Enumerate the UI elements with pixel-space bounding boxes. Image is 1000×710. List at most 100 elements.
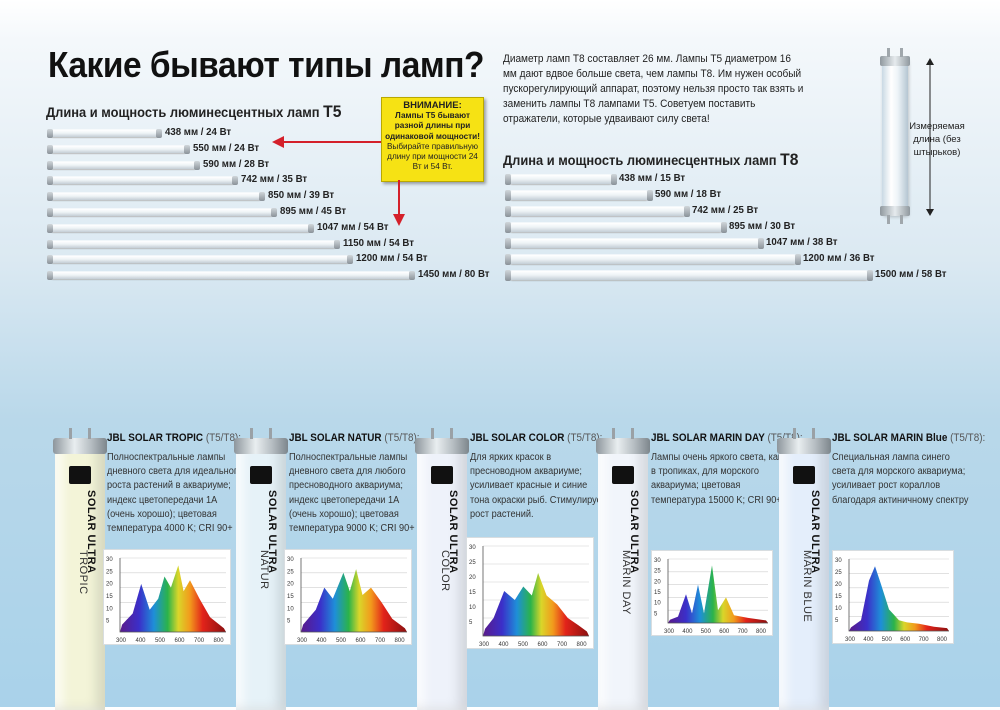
spectrum-y-tick: 5 [654, 611, 658, 617]
t8-lamp-tube [505, 222, 727, 233]
spectrum-y-tick: 20 [106, 582, 113, 588]
arrow-left-icon [272, 136, 284, 148]
t8-lamp-tube [505, 174, 617, 185]
lamp-cap [777, 438, 831, 454]
lamp-glass [236, 440, 286, 710]
measure-arrow-icon [926, 58, 934, 216]
lamp-pin [793, 428, 796, 439]
t5-lamp-label: 850 мм / 39 Вт [268, 189, 335, 202]
spectrum-x-tick: 400 [863, 637, 874, 643]
spectrum-x-tick: 600 [719, 629, 730, 635]
spectrum-x-tick: 500 [701, 629, 712, 635]
t5-lamp-tube [46, 192, 266, 202]
spectrum-y-tick: 10 [654, 601, 661, 607]
spectrum-y-tick: 5 [106, 619, 110, 625]
t5-lamp-tube [46, 176, 239, 186]
spectrum-y-tick: 20 [287, 582, 294, 588]
lamp-glass [55, 440, 105, 710]
lamp-name-text: TROPIC [77, 550, 89, 595]
t5-lamp-tube [46, 239, 341, 249]
spectrum-y-tick: 5 [835, 618, 839, 624]
spectrum-y-tick: 30 [287, 557, 294, 563]
lamp-cap [234, 438, 288, 454]
product-type: (T5/T8): [205, 432, 242, 444]
product-description: Полноспектральные лампы дневного света д… [289, 452, 415, 535]
spectrum-x-tick: 500 [882, 637, 893, 643]
lamp-brand-text: SOLAR ULTRA [447, 490, 459, 574]
spectrum-y-tick: 10 [469, 605, 476, 611]
t5-lamp-label: 438 мм / 24 Вт [165, 126, 232, 138]
t8-lamp-tube [504, 190, 654, 201]
lamp-pin [812, 428, 815, 439]
page-title: Какие бывают типы ламп? [48, 44, 484, 85]
lamp-pin [69, 428, 72, 439]
jbl-logo-icon [431, 466, 453, 484]
lamp-pin [631, 428, 634, 439]
t5-lamp-label: 1047 мм / 54 Вт [317, 220, 389, 233]
t8-lamp-tube [505, 270, 873, 281]
t5-lamp-tube [46, 223, 315, 233]
t8-lamp-label: 1200 мм / 36 Вт [802, 252, 875, 264]
lamp-pin [450, 428, 453, 439]
lamp-cap [596, 438, 650, 454]
lamp-pin [269, 428, 272, 439]
spectrum-y-tick: 10 [106, 606, 113, 612]
spectrum-x-tick: 800 [214, 638, 225, 644]
spectrum-y-tick: 15 [287, 594, 294, 600]
measure-lamp-pin [887, 48, 890, 57]
t5-lamp-label: 1200 мм / 54 Вт [355, 252, 428, 265]
lamp-glass [598, 440, 648, 710]
spectrum-chart: 30 25 20 15 10 5 300 400 500 600 700 800 [284, 549, 412, 645]
measure-caption: Измеряемая длина (без штырьков) [909, 121, 965, 158]
product-description: Лампы очень яркого света, как в тропиках… [651, 452, 782, 506]
t8-lamp-label: 1047 мм / 38 Вт [765, 236, 838, 248]
spectrum-x-tick: 800 [395, 638, 406, 644]
t8-lamp-label: 1500 мм / 58 Вт [875, 268, 947, 280]
lamp-name-text: MARIN BLUE [801, 550, 813, 623]
t8-lamp-tube [505, 254, 801, 265]
t5-heading-code: T5 [323, 102, 342, 121]
lamp-brand-text: SOLAR ULTRA [809, 490, 821, 574]
t8-lamp-label: 438 мм / 15 Вт [618, 172, 685, 184]
product-name: JBL SOLAR TROPIC [107, 432, 206, 444]
spectrum-x-tick: 400 [317, 638, 328, 644]
spectrum-graph: 30 25 20 15 10 5 300 400 500 600 700 800 [106, 557, 226, 644]
spectrum-x-tick: 700 [375, 638, 386, 644]
spectrum-y-tick: 20 [469, 575, 476, 581]
t5-lamp-tube [47, 208, 276, 217]
spectrum-y-tick: 25 [469, 560, 476, 566]
spectrum-x-tick: 400 [136, 638, 147, 644]
warning-box: ВНИМАНИЕ: Лампы T5 бывают разной длины п… [381, 97, 484, 182]
t5-lamp-label: 590 мм / 28 Вт [203, 157, 270, 170]
spectrum-x-tick: 600 [538, 642, 549, 648]
product-title: JBL SOLAR TROPIC (T5/T8): [107, 432, 241, 444]
lamp-brand-text: SOLAR ULTRA [85, 490, 97, 574]
lamp-pin [431, 428, 434, 439]
spectrum-y-tick: 15 [654, 590, 661, 596]
t8-lamp-label: 742 мм / 25 Вт [692, 204, 759, 216]
lamp-brand-text: SOLAR ULTRA [266, 490, 278, 574]
jbl-logo-icon [250, 466, 272, 484]
t8-lamp-tube [504, 206, 691, 217]
spectrum-y-tick: 10 [835, 606, 842, 612]
product-name: JBL SOLAR COLOR [470, 432, 568, 444]
warning-text: Выбирайте правильную длину при мощности … [386, 141, 479, 172]
t5-lamp-label: 550 мм / 24 Вт [193, 141, 260, 154]
spectrum-y-tick: 30 [106, 557, 113, 563]
spectrum-x-tick: 300 [297, 638, 308, 644]
spectrum-x-tick: 600 [900, 637, 911, 643]
spectrum-x-tick: 300 [479, 642, 490, 648]
measure-lamp [882, 58, 908, 216]
spectrum-y-tick: 30 [654, 558, 661, 564]
spectrum-x-tick: 300 [845, 637, 856, 643]
spectrum-area [849, 566, 949, 631]
spectrum-area [301, 569, 407, 632]
spectrum-x-tick: 500 [518, 642, 529, 648]
spectrum-x-tick: 700 [194, 638, 205, 644]
spectrum-x-tick: 600 [175, 638, 186, 644]
product-lamp: SOLAR ULTRA MARIN DAY [596, 428, 650, 710]
product-lamp: SOLAR ULTRA COLOR [415, 428, 469, 710]
spectrum-x-tick: 300 [664, 629, 675, 635]
lamp-glass [417, 440, 467, 710]
spectrum-x-tick: 700 [738, 629, 749, 635]
